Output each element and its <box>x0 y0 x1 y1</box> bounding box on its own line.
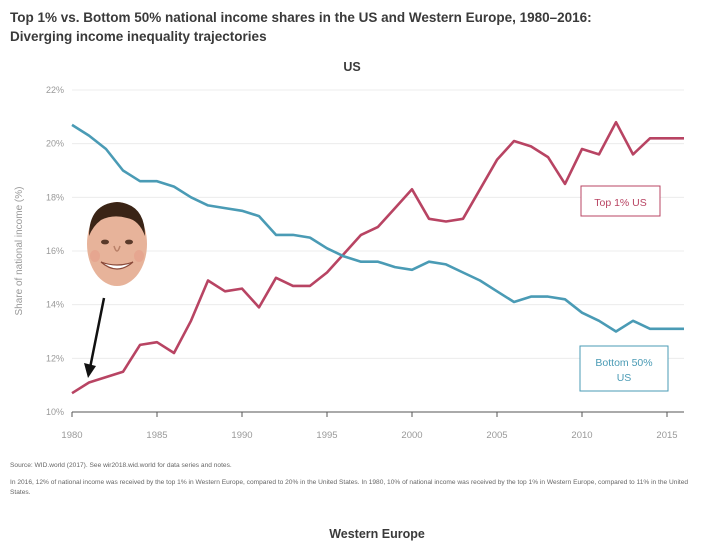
footnote: In 2016, 12% of national income was rece… <box>10 479 689 496</box>
x-tick-label: 1990 <box>231 430 252 441</box>
top-1-label: Top 1% US <box>594 197 647 209</box>
bottom-50-label-line2: US <box>617 372 632 384</box>
panel-title-western-europe: Western Europe <box>329 527 425 541</box>
top-1-percent-us-line <box>71 120 684 395</box>
y-tick-label: 14% <box>46 300 64 310</box>
portrait-illustration <box>87 202 147 286</box>
y-tick-label: 22% <box>46 85 64 95</box>
panel-title-us: US <box>343 60 361 74</box>
x-axis-ticks: 1980 1985 1990 1995 2000 2005 2010 2015 <box>61 412 678 441</box>
y-tick-label: 20% <box>46 139 64 149</box>
series-labels: Top 1% US Bottom 50% US <box>579 185 669 392</box>
annotation-arrow <box>84 297 106 378</box>
source-note: Source: WID.world (2017). See wir2018.wi… <box>10 462 232 469</box>
us-line-chart: 10% 12% 14% 16% 18% 20% 22% 1980 1985 1990 1995 20… <box>14 85 684 441</box>
y-tick-label: 18% <box>46 192 64 202</box>
y-tick-label: 16% <box>46 246 64 256</box>
bottom-50-percent-us-line <box>71 123 684 333</box>
x-tick-label: 2000 <box>401 430 422 441</box>
x-tick-label: 1980 <box>61 430 82 441</box>
x-tick-label: 2005 <box>486 430 507 441</box>
top-1-label-box <box>580 185 661 217</box>
series-lines <box>71 120 684 395</box>
x-tick-label: 1985 <box>146 430 167 441</box>
y-tick-label: 10% <box>46 407 64 417</box>
bottom-50-label-line1: Bottom 50% <box>595 357 652 369</box>
y-tick-label: 12% <box>46 353 64 363</box>
y-axis-ticks: 10% 12% 14% 16% 18% 20% 22% <box>46 85 64 417</box>
arrow-shaft <box>88 297 106 369</box>
title-line-2: Diverging income inequality trajectories <box>10 29 267 44</box>
bottom-50-label-box <box>579 345 669 392</box>
x-tick-label: 2010 <box>571 430 592 441</box>
chart-title: Top 1% vs. Bottom 50% national income sh… <box>10 8 700 46</box>
x-tick-label: 2015 <box>656 430 677 441</box>
y-axis-label: Share of national income (%) <box>14 187 25 316</box>
arrow-head <box>84 363 96 378</box>
x-tick-label: 1995 <box>316 430 337 441</box>
title-line-1: Top 1% vs. Bottom 50% national income sh… <box>10 10 592 25</box>
